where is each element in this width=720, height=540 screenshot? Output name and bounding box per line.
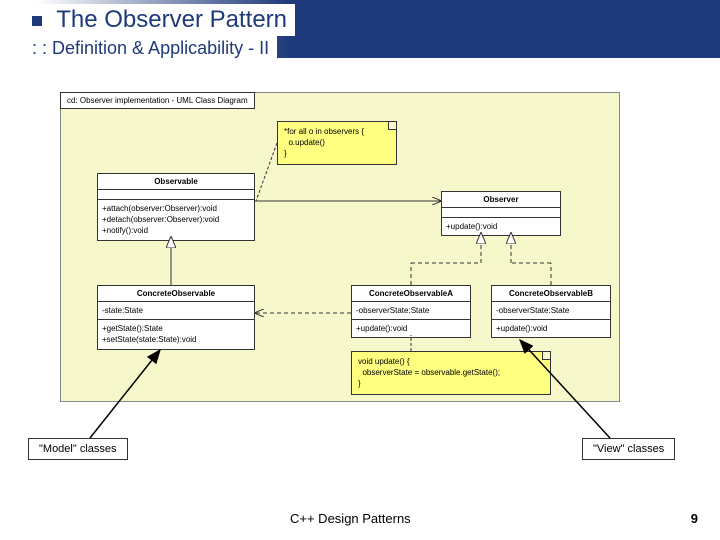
class-concrete-obs-a-name: ConcreteObservableA <box>352 286 470 302</box>
page-subtitle: : : Definition & Applicability - II <box>32 38 269 58</box>
note-loop: *for all o in observers { o.update() } <box>277 121 397 165</box>
class-concrete-observable-attrs: -state:State <box>98 302 254 320</box>
label-model: "Model" classes <box>28 438 128 460</box>
class-observer-ops: +update():void <box>442 218 560 235</box>
note-update-text: void update() { observerState = observab… <box>358 357 500 388</box>
bullet-icon <box>32 16 42 26</box>
class-observable: Observable +attach(observer:Observer):vo… <box>97 173 255 241</box>
title-container: The Observer Pattern <box>24 4 295 36</box>
note-loop-text: *for all o in observers { o.update() } <box>284 127 364 158</box>
class-observer: Observer +update():void <box>441 191 561 236</box>
class-concrete-obs-a: ConcreteObservableA -observerState:State… <box>351 285 471 338</box>
page-title: The Observer Pattern <box>56 6 287 33</box>
class-concrete-observable-name: ConcreteObservable <box>98 286 254 302</box>
class-concrete-obs-a-attrs: -observerState:State <box>352 302 470 320</box>
subtitle-container: : : Definition & Applicability - II <box>24 36 277 61</box>
class-observable-ops: +attach(observer:Observer):void +detach(… <box>98 200 254 240</box>
class-observable-name: Observable <box>98 174 254 190</box>
note-update: void update() { observerState = observab… <box>351 351 551 395</box>
class-observer-name: Observer <box>442 192 560 208</box>
class-concrete-obs-a-ops: +update():void <box>352 320 470 337</box>
diagram-label: cd: Observer implementation - UML Class … <box>60 92 255 109</box>
label-view: "View" classes <box>582 438 675 460</box>
class-concrete-obs-b-attrs: -observerState:State <box>492 302 610 320</box>
uml-diagram: cd: Observer implementation - UML Class … <box>60 92 620 402</box>
class-concrete-obs-b: ConcreteObservableB -observerState:State… <box>491 285 611 338</box>
class-concrete-obs-b-name: ConcreteObservableB <box>492 286 610 302</box>
footer-center: C++ Design Patterns <box>290 511 411 526</box>
class-concrete-obs-b-ops: +update():void <box>492 320 610 337</box>
class-concrete-observable-ops: +getState():State +setState(state:State)… <box>98 320 254 348</box>
class-concrete-observable: ConcreteObservable -state:State +getStat… <box>97 285 255 350</box>
page-number: 9 <box>691 511 698 526</box>
